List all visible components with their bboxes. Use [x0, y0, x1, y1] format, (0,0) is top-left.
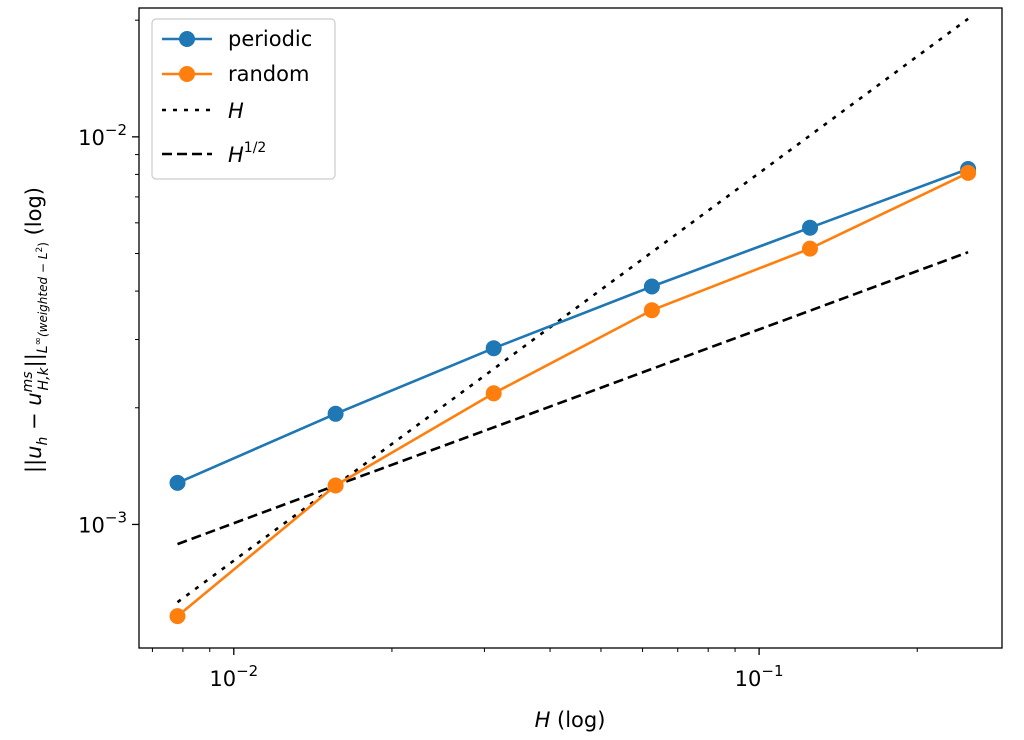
y-tick-label: 10−2: [78, 121, 127, 150]
data-point-random: [960, 164, 977, 181]
data-point-periodic: [643, 278, 660, 295]
legend-label-random: random: [228, 62, 309, 86]
legend-label-h-half: H1/2: [228, 140, 266, 167]
ticks-layer: 10−2 10−1 10−2 10−3: [78, 19, 918, 691]
data-point-random: [802, 240, 818, 257]
legend-label-h: H: [228, 99, 244, 123]
legend-entry-h: H: [162, 99, 244, 123]
series-line-periodic: [176, 167, 969, 485]
data-point-random: [643, 302, 660, 319]
y-axis-label: ||uh − umsH,k||L∞(weighted − L2) (log): [20, 187, 52, 473]
data-point-periodic: [485, 340, 502, 357]
data-point-periodic: [169, 474, 186, 491]
data-point-random: [485, 385, 502, 402]
series-line-random: [176, 171, 969, 618]
legend-entry-periodic: periodic: [162, 27, 312, 51]
y-tick-label: 10−3: [78, 508, 127, 537]
data-point-random: [327, 477, 344, 494]
legend: periodic random H H1/2: [151, 18, 336, 180]
legend-entry-h-half: H1/2: [162, 140, 266, 167]
data-point-periodic: [327, 405, 344, 422]
legend-box: [151, 18, 336, 180]
legend-entry-random: random: [162, 62, 309, 86]
legend-label-periodic: periodic: [228, 27, 312, 51]
x-tick-label: 10−1: [735, 662, 784, 691]
series-line-h-1-2: [177, 250, 969, 546]
x-axis-label: H (log): [535, 708, 606, 732]
data-point-random: [169, 608, 186, 625]
series-layer: [169, 17, 977, 625]
data-point-periodic: [802, 219, 818, 236]
x-tick-label: 10−2: [209, 662, 258, 691]
